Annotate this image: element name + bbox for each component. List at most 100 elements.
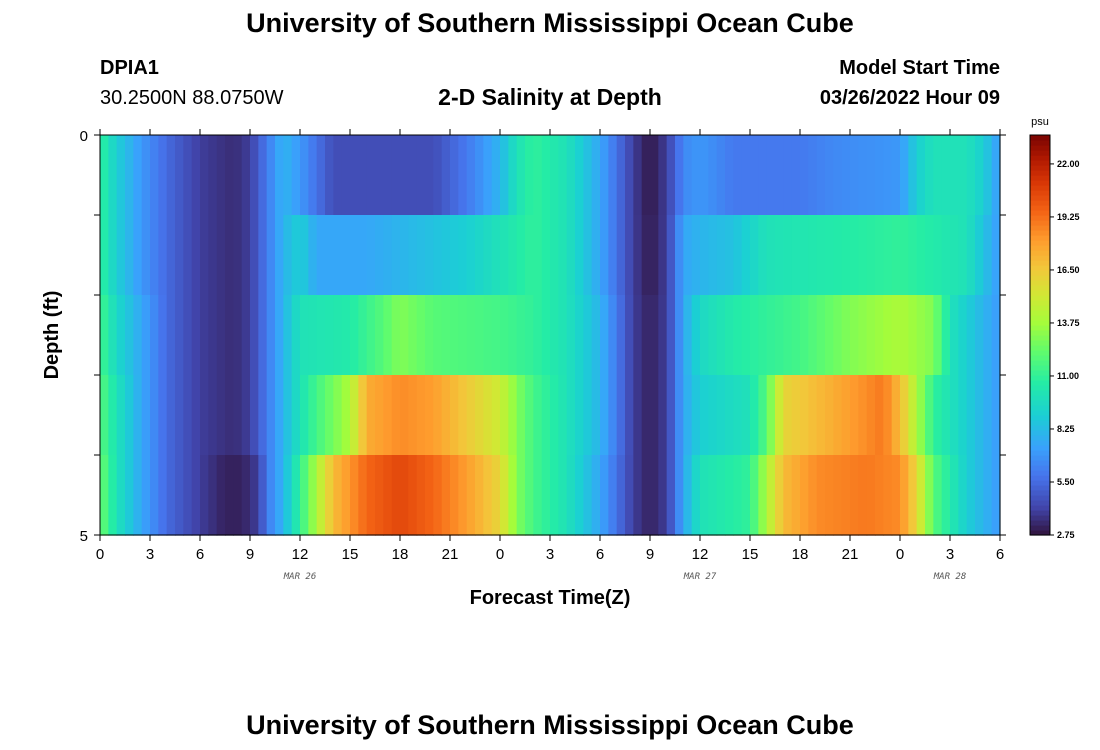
heatmap-cell [225,375,234,456]
heatmap-cell [658,375,668,456]
heatmap-cell [266,215,276,296]
heatmap-cell [758,455,768,536]
heatmap-cell [208,215,218,296]
heatmap-cell [250,375,259,456]
heatmap-cell [716,375,726,456]
heatmap-cell [800,135,809,216]
heatmap-cell [225,295,234,376]
heatmap-cell [525,375,534,456]
heatmap-cell [958,375,968,456]
heatmap-cell [341,455,351,536]
heatmap-cell [291,455,301,536]
heatmap-cell [758,215,768,296]
heatmap-cell [183,215,193,296]
heatmap-cell [100,375,109,456]
heatmap-cell [933,455,943,536]
heatmap-cell [108,455,118,536]
heatmap-cell [208,295,218,376]
heatmap-cell [625,295,634,376]
heatmap-cell [908,455,918,536]
heatmap-cell [383,135,393,216]
heatmap-cell [841,375,851,456]
colorbar-segment [1030,240,1050,246]
heatmap-cell [966,215,976,296]
x-tick-label: 12 [692,546,709,563]
heatmap-cell [366,135,376,216]
colorbar-tick-label: 11.00 [1057,371,1079,381]
heatmap-cell [200,135,209,216]
heatmap-cell [325,135,334,216]
heatmap-cell [608,375,618,456]
heatmap-cell [358,455,368,536]
heatmap-cell [408,375,418,456]
heatmap-cell [850,135,859,216]
x-tick-label: 6 [196,546,204,563]
heatmap-cell [616,375,626,456]
colorbar-segment [1030,310,1050,316]
heatmap-cell [308,455,318,536]
heatmap-cell [425,455,434,536]
heatmap-cell [933,215,943,296]
heatmap-cell [508,215,518,296]
colorbar-segment [1030,435,1050,441]
x-tick-label: 3 [146,546,154,563]
colorbar-segment [1030,520,1050,526]
heatmap-cell [583,455,593,536]
heatmap-cell [250,215,259,296]
heatmap-cell [675,135,684,216]
heatmap-cell [366,295,376,376]
heatmap-cell [658,455,668,536]
heatmap-cell [983,215,993,296]
heatmap-cell [725,215,734,296]
heatmap-cell [633,455,643,536]
colorbar-segment [1030,490,1050,496]
heatmap-cell [891,455,901,536]
colorbar-tick-label: 2.75 [1057,530,1075,540]
heatmap-cell [783,455,793,536]
colorbar-segment [1030,135,1050,141]
heatmap-cell [183,455,193,536]
chart-title: 2-D Salinity at Depth [438,84,662,110]
colorbar-segment [1030,480,1050,486]
heatmap-cell [925,135,934,216]
heatmap-cell [483,295,493,376]
heatmap-cell [633,215,643,296]
heatmap-cell [783,295,793,376]
heatmap-cell [991,295,1001,376]
station-id: DPIA1 [100,57,159,79]
heatmap-cell [691,375,701,456]
heatmap-cell [708,455,718,536]
heatmap-cell [350,455,359,536]
heatmap-cell [566,295,576,376]
colorbar-segment [1030,510,1050,516]
heatmap-cell [866,455,876,536]
heatmap-cell [550,375,559,456]
heatmap-cell [900,455,909,536]
heatmap-cell [650,135,659,216]
heatmap-cell [316,295,326,376]
heatmap-cell [283,375,293,456]
heatmap-cell [850,295,859,376]
heatmap-cell [266,135,276,216]
heatmap-cell [550,455,559,536]
heatmap-cell [558,135,568,216]
heatmap-cell [233,215,243,296]
heatmap-cell [116,215,126,296]
heatmap-cell [616,215,626,296]
heatmap-cell [450,295,459,376]
heatmap-cell [558,215,568,296]
heatmap-cell [258,455,268,536]
colorbar-segment [1030,325,1050,331]
heatmap-cell [108,215,118,296]
heatmap-cell [283,215,293,296]
colorbar-segment [1030,300,1050,306]
heatmap-cell [233,455,243,536]
x-tick-label: 6 [996,546,1004,563]
heatmap-cell [466,375,476,456]
heatmap-cell [933,375,943,456]
heatmap-cell [825,215,834,296]
heatmap-cell [658,135,668,216]
heatmap-cell [733,295,743,376]
heatmap-cell [766,135,776,216]
model-start-label: Model Start Time [839,57,1000,79]
